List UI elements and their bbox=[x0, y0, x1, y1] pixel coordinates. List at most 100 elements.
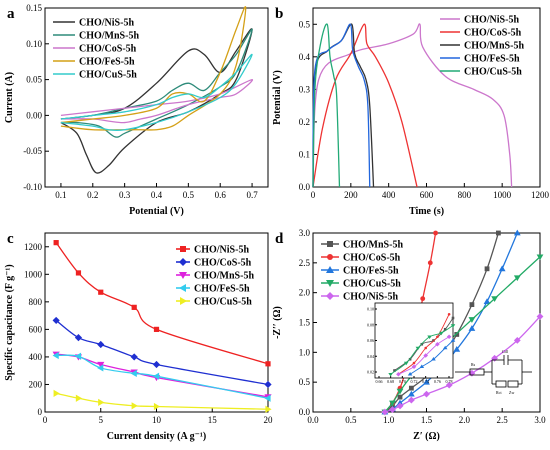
y-axis-label: Potential (V) bbox=[272, 70, 283, 125]
x-tick-label: 20 bbox=[264, 415, 274, 425]
series-line bbox=[60, 53, 253, 132]
data-point bbox=[468, 317, 476, 323]
series-line bbox=[60, 28, 253, 174]
inset-point bbox=[442, 345, 448, 350]
legend-marker bbox=[179, 258, 187, 266]
x-tick-label: 3.0 bbox=[534, 415, 546, 425]
series-line bbox=[312, 23, 341, 188]
y-tick-label: 1000 bbox=[24, 269, 43, 279]
fit-curve bbox=[56, 392, 269, 410]
y-tick-label: 0.3 bbox=[299, 84, 311, 94]
data-point bbox=[536, 313, 544, 320]
legend-entry: CHO/MnS-5h bbox=[194, 271, 254, 282]
inset-point bbox=[407, 371, 413, 376]
data-point bbox=[468, 325, 476, 331]
legend-marker bbox=[179, 272, 187, 279]
y-tick-label: 600 bbox=[29, 324, 43, 334]
y-tick-label: 2.0 bbox=[299, 288, 311, 298]
legend-marker bbox=[327, 254, 333, 260]
legend-entry: CHO/CoS-5h bbox=[194, 258, 252, 269]
panel-a: 0.1 0.2 0.3 0.4 0.5 0.6 0.7 -0.10 -0.05 0.00 0.05 0… bbox=[4, 3, 269, 217]
x-tick-label: 0 bbox=[43, 415, 48, 425]
data-point bbox=[513, 275, 521, 282]
series-line bbox=[312, 23, 513, 188]
inset-y-tick-label: 0.06 bbox=[367, 338, 374, 343]
y-tick-label: 1.0 bbox=[299, 347, 311, 357]
data-point bbox=[97, 364, 104, 372]
y-tick-label: 0.4 bbox=[299, 52, 311, 62]
data-point bbox=[498, 265, 506, 272]
x-tick-label: 600 bbox=[420, 190, 434, 200]
inset-x-tick-label: 0.74 bbox=[422, 379, 429, 384]
inset-point bbox=[431, 356, 436, 361]
inset-x-tick-label: 0.66 bbox=[376, 379, 383, 384]
circuit-label-cdl: Cdl bbox=[502, 349, 509, 354]
data-point bbox=[407, 390, 415, 397]
legend-entry: CHO/NiS-5h bbox=[79, 18, 134, 29]
inset-point bbox=[450, 324, 456, 328]
inset-point bbox=[443, 327, 447, 331]
legend-marker bbox=[326, 266, 334, 273]
data-point bbox=[423, 390, 430, 398]
data-point bbox=[264, 380, 272, 389]
legend-marker bbox=[326, 292, 334, 300]
legend-entry: CHO/MnS-5h bbox=[343, 240, 403, 251]
inset-point bbox=[408, 357, 412, 361]
x-tick-label: 1200 bbox=[531, 190, 550, 200]
y-tick-label: 1200 bbox=[24, 242, 43, 252]
legend-entry: CHO/FeS-5h bbox=[79, 57, 135, 68]
y-tick-label: 0.1 bbox=[299, 149, 310, 159]
data-point bbox=[445, 381, 453, 389]
panel-label: c bbox=[7, 231, 14, 247]
data-point bbox=[407, 396, 415, 404]
inset-y-tick-label: 0.02 bbox=[367, 370, 374, 375]
y-tick-label: 200 bbox=[29, 379, 43, 389]
y-tick-label: 400 bbox=[29, 352, 43, 362]
warburg-zw bbox=[507, 380, 519, 388]
x-tick-label: 0.4 bbox=[151, 190, 163, 200]
x-axis-label: Z′ (Ω) bbox=[413, 431, 440, 442]
data-point bbox=[97, 340, 105, 349]
data-point bbox=[264, 394, 271, 402]
series-line bbox=[60, 28, 253, 138]
x-tick-label: 15 bbox=[208, 415, 218, 425]
data-point bbox=[152, 360, 161, 369]
inset-point bbox=[432, 339, 435, 342]
inset-point bbox=[450, 338, 456, 342]
x-tick-label: 0.3 bbox=[119, 190, 131, 200]
fit-curve bbox=[55, 319, 269, 386]
legend-entry: CHO/NiS-5h bbox=[464, 15, 519, 26]
inset-point bbox=[412, 361, 416, 365]
legend-entry: CHO/CuS-5h bbox=[343, 279, 401, 290]
y-tick-label: -0.05 bbox=[23, 146, 42, 156]
data-point bbox=[453, 345, 461, 352]
x-tick-label: 2.5 bbox=[497, 415, 509, 425]
y-axis-label: Current (A) bbox=[4, 72, 15, 123]
inset-point bbox=[419, 364, 425, 369]
x-tick-label: 0.5 bbox=[183, 190, 195, 200]
inset-point bbox=[427, 335, 432, 340]
data-point bbox=[52, 351, 59, 360]
y-tick-label: 0.05 bbox=[26, 75, 42, 85]
inset-point bbox=[415, 346, 421, 351]
y-tick-label: 1.5 bbox=[299, 318, 311, 328]
legend-entry: CHO/CuS-5h bbox=[194, 297, 252, 308]
panel-label: d bbox=[275, 231, 284, 247]
fit-curve bbox=[56, 354, 269, 399]
x-tick-label: 10 bbox=[152, 415, 162, 425]
x-tick-label: 0.1 bbox=[55, 190, 66, 200]
inset-point bbox=[439, 331, 444, 336]
inset-point bbox=[396, 371, 401, 377]
data-point bbox=[53, 240, 59, 246]
data-point bbox=[483, 298, 491, 305]
x-axis-label: Time (s) bbox=[409, 206, 444, 217]
inset-x-tick-label: 0.72 bbox=[411, 379, 418, 384]
inset-x-tick-label: 0.76 bbox=[434, 379, 441, 384]
data-point bbox=[97, 361, 105, 369]
y-tick-label: 0.5 bbox=[299, 19, 311, 29]
data-point bbox=[75, 270, 82, 276]
data-point bbox=[131, 304, 137, 310]
data-point bbox=[381, 408, 389, 416]
